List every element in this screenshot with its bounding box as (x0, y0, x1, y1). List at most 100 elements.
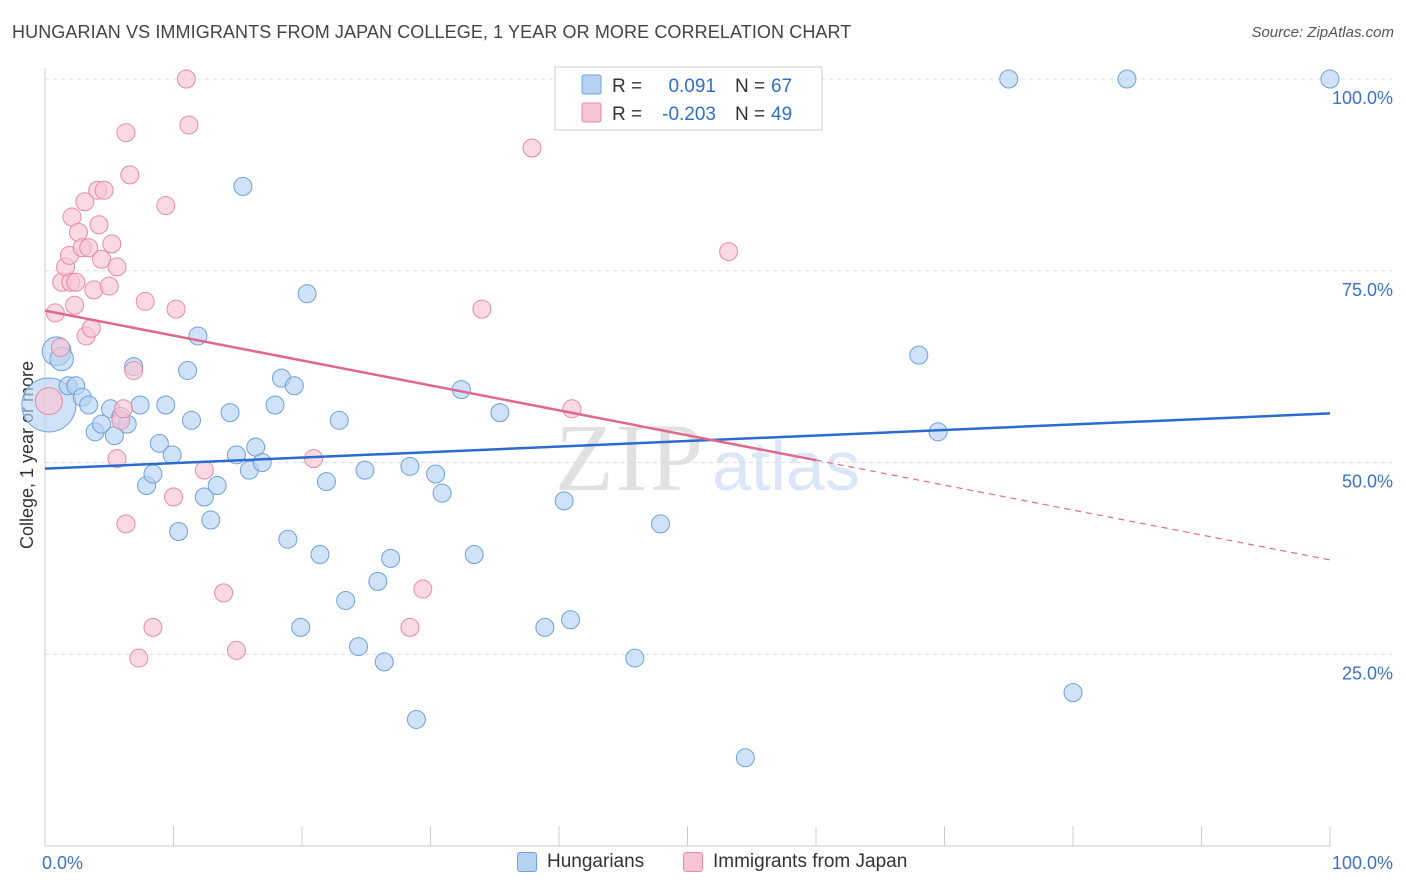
y-tick-label: 75.0% (1342, 280, 1393, 300)
source-label: Source: ZipAtlas.com (1251, 24, 1394, 41)
point-japan (89, 215, 109, 235)
gridlines (45, 78, 1392, 655)
point-hungarians (909, 345, 929, 365)
point-hungarians (355, 460, 375, 480)
point-hungarians (999, 69, 1019, 89)
point-hungarians (464, 545, 484, 565)
y-tick-label: 50.0% (1342, 472, 1393, 492)
point-japan (107, 449, 127, 469)
point-hungarians (625, 648, 645, 668)
point-hungarians (349, 637, 369, 657)
series-immigrants-japan (34, 69, 739, 668)
point-hungarians (374, 652, 394, 672)
point-hungarians (181, 410, 201, 430)
point-japan (66, 272, 86, 292)
point-hungarians (297, 284, 317, 304)
point-hungarians (156, 395, 176, 415)
point-hungarians (201, 510, 221, 530)
point-japan (65, 295, 85, 315)
legend-swatch-japan (581, 102, 602, 123)
point-japan (164, 487, 183, 507)
point-hungarians (329, 410, 349, 430)
point-hungarians (426, 464, 446, 484)
point-hungarians (554, 491, 574, 511)
point-japan (50, 337, 70, 357)
trendline-hungarians (44, 412, 1331, 470)
legend-bottom: Hungarians Immigrants from Japan (0, 851, 1406, 879)
legend-swatch-hungarians (581, 74, 602, 95)
point-hungarians (1117, 69, 1137, 89)
y-tick-label: 100.0% (1332, 88, 1393, 108)
point-hungarians (381, 548, 401, 568)
point-japan (226, 640, 246, 660)
point-hungarians (207, 476, 227, 496)
point-japan (400, 617, 420, 637)
trendline-japan-extension (815, 459, 1331, 561)
point-japan (75, 192, 95, 212)
trendline-japan (44, 309, 817, 462)
point-japan (94, 180, 114, 200)
legend-label-hungarians: Hungarians (547, 851, 645, 872)
point-hungarians (490, 403, 510, 423)
point-japan (113, 399, 133, 419)
point-japan (116, 123, 136, 143)
point-japan (135, 291, 155, 311)
point-hungarians (278, 529, 298, 549)
legend-swatch-hungarians-bottom (517, 852, 537, 872)
point-hungarians (284, 376, 304, 396)
point-hungarians (220, 403, 240, 423)
axes (44, 68, 1331, 847)
point-hungarians (535, 617, 555, 637)
point-japan (194, 460, 214, 480)
point-japan (116, 514, 136, 534)
chart-title: HUNGARIAN VS IMMIGRANTS FROM JAPAN COLLE… (12, 22, 852, 42)
point-hungarians (735, 748, 755, 768)
point-japan (166, 299, 186, 319)
point-japan (179, 115, 199, 135)
point-japan (522, 138, 542, 158)
point-hungarians (336, 591, 356, 611)
legend-label-japan: Immigrants from Japan (713, 851, 908, 872)
point-hungarians (149, 433, 169, 453)
point-hungarians (1063, 683, 1083, 703)
point-hungarians (92, 414, 112, 434)
y-tick-label: 25.0% (1342, 663, 1393, 683)
point-japan (143, 617, 163, 637)
point-hungarians (265, 395, 285, 415)
point-japan (79, 238, 99, 258)
point-hungarians (79, 395, 99, 415)
point-hungarians (194, 487, 214, 507)
point-hungarians (368, 571, 388, 591)
point-hungarians (310, 545, 330, 565)
point-hungarians (162, 445, 182, 465)
point-japan (120, 165, 140, 185)
legend-item-hungarians: Hungarians (517, 851, 644, 873)
point-japan (156, 196, 176, 216)
point-hungarians (651, 514, 671, 534)
point-hungarians (928, 422, 948, 442)
point-hungarians (252, 453, 272, 472)
point-hungarians (400, 456, 420, 476)
point-japan (129, 648, 149, 668)
legend-n-value-hungarians: 67 (771, 76, 792, 97)
trend-lines (44, 309, 1331, 561)
point-japan (34, 387, 63, 416)
legend-n-label-japan: N = (735, 104, 765, 125)
point-japan (102, 234, 122, 254)
point-hungarians (561, 610, 581, 630)
point-japan (304, 449, 324, 469)
x-tick-label: 0.0% (42, 853, 83, 873)
x-tick-label: 100.0% (1332, 853, 1393, 873)
point-hungarians (169, 522, 189, 542)
watermark-zip: ZIP (555, 404, 705, 511)
watermark: ZIP atlas (555, 404, 860, 511)
point-japan (99, 276, 119, 296)
legend-r-value-hungarians: 0.091 (668, 76, 716, 97)
point-japan (719, 242, 739, 262)
point-hungarians (432, 483, 452, 503)
point-japan (413, 579, 433, 599)
legend-item-japan: Immigrants from Japan (683, 851, 907, 873)
point-hungarians (233, 176, 253, 196)
legend-swatch-japan-bottom (683, 852, 703, 872)
point-japan (124, 360, 144, 380)
